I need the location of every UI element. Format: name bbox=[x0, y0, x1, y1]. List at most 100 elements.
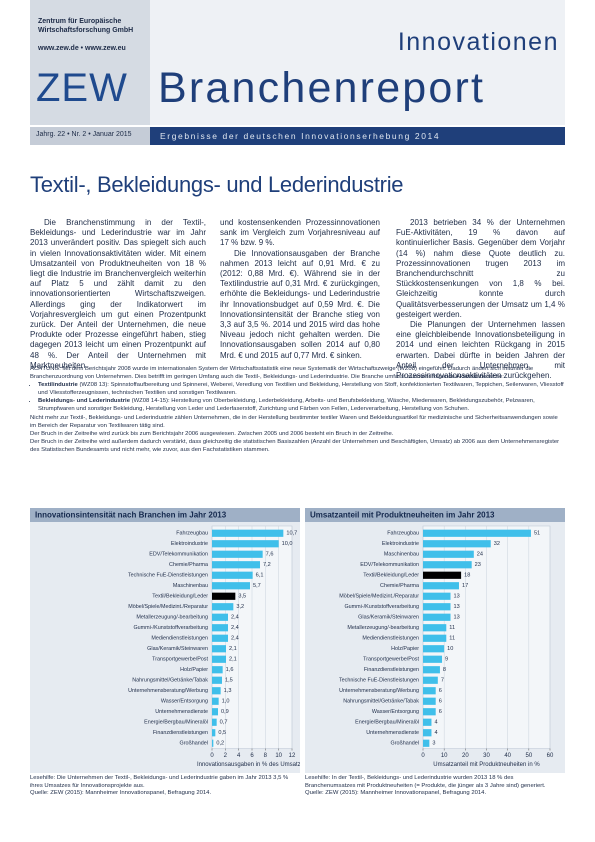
header-right-panel bbox=[150, 0, 565, 125]
bar bbox=[212, 655, 226, 663]
bar bbox=[423, 645, 445, 653]
value-label: 0,9 bbox=[221, 709, 229, 715]
category-label: Möbel/Spiele/Medizint./Reparatur bbox=[339, 594, 419, 600]
x-tick-label: 40 bbox=[504, 753, 511, 759]
category-label: Großhandel bbox=[391, 741, 419, 747]
category-label: Unternehmensberatung/Werbung bbox=[339, 688, 419, 694]
category-label: Wasser/Entsorgung bbox=[372, 709, 419, 715]
bar bbox=[423, 540, 491, 548]
value-label: 2,4 bbox=[231, 615, 239, 621]
value-label: 13 bbox=[454, 615, 460, 621]
x-tick-label: 8 bbox=[264, 753, 268, 759]
value-label: 18 bbox=[464, 573, 470, 579]
value-label: 23 bbox=[475, 562, 481, 568]
bar bbox=[212, 561, 260, 569]
category-label: Glas/Keramik/Steinwaren bbox=[147, 646, 208, 652]
paragraph: und kostensenkenden Prozessinnovationen … bbox=[220, 218, 380, 248]
bar bbox=[212, 718, 217, 726]
header-left-panel bbox=[30, 0, 150, 125]
value-label: 7 bbox=[441, 678, 444, 684]
institute-url[interactable]: www.zew.de • www.zew.eu bbox=[38, 45, 126, 52]
category-label: Finanzdienstleistungen bbox=[153, 730, 208, 736]
note-term: Bekleidungs- und Lederindustrie bbox=[38, 398, 130, 405]
paragraph: Die Planungen der Unternehmen lassen ein… bbox=[396, 320, 565, 381]
reading-aid: Lesehilfe: In der Textil-, Bekleidungs- … bbox=[305, 775, 546, 789]
value-label: 11 bbox=[449, 625, 455, 631]
bar bbox=[212, 603, 234, 611]
value-label: 11 bbox=[449, 636, 455, 642]
category-label: Maschinenbau bbox=[384, 552, 419, 558]
category-label: Elektroindustrie bbox=[171, 541, 208, 547]
x-tick-label: 60 bbox=[547, 753, 554, 759]
x-tick-label: 10 bbox=[275, 753, 282, 759]
value-label: 0,2 bbox=[216, 741, 224, 747]
note-paragraph: Der Bruch in der Zeitreihe wird zurück b… bbox=[30, 430, 394, 437]
value-label: 2,4 bbox=[231, 636, 239, 642]
chart-title-bar bbox=[30, 508, 300, 522]
category-label: Mediendienstleistungen bbox=[362, 636, 419, 642]
value-label: 13 bbox=[454, 604, 460, 610]
value-label: 5,7 bbox=[253, 583, 261, 589]
category-label: Holz/Papier bbox=[391, 646, 419, 652]
reading-aid: Lesehilfe: Die Unternehmen der Textil-, … bbox=[30, 775, 289, 789]
bar bbox=[212, 666, 223, 674]
text-column: und kostensenkenden Prozessinnovationen … bbox=[220, 218, 380, 361]
bar bbox=[423, 718, 432, 726]
x-tick-label: 4 bbox=[237, 753, 241, 759]
x-tick-label: 2 bbox=[224, 753, 228, 759]
value-label: 3 bbox=[432, 741, 435, 747]
category-label: Unternehmensdienste bbox=[366, 730, 419, 736]
category-label: Textil/Bekleidung/Leder bbox=[363, 573, 419, 579]
bar bbox=[423, 613, 451, 621]
chart: Umsatzanteil mit Produktneuheiten im Jah… bbox=[305, 508, 565, 773]
category-label: Transportgewerbe/Post bbox=[152, 657, 208, 663]
bar bbox=[212, 529, 284, 537]
bar bbox=[423, 739, 430, 747]
bar bbox=[212, 613, 228, 621]
category-label: Glas/Keramik/Steinwaren bbox=[358, 615, 419, 621]
value-label: 10,0 bbox=[282, 541, 293, 547]
note-term: Textilindustrie bbox=[38, 382, 78, 389]
value-label: 0,5 bbox=[218, 730, 226, 736]
value-label: 2,4 bbox=[231, 625, 239, 631]
note-text: (WZ08 14-15): Herstellung von Oberbeklei… bbox=[38, 398, 535, 413]
category-label: Großhandel bbox=[180, 741, 208, 747]
bar bbox=[212, 645, 226, 653]
bar bbox=[212, 592, 236, 600]
value-label: 1,5 bbox=[225, 678, 233, 684]
category-label: Textil/Bekleidung/Leder bbox=[152, 594, 208, 600]
paragraph: Die Innovationsausgaben der Branche nahm… bbox=[220, 248, 380, 360]
bar bbox=[423, 603, 451, 611]
bar bbox=[423, 592, 451, 600]
x-tick-label: 20 bbox=[462, 753, 469, 759]
category-label: Elektroindustrie bbox=[382, 541, 419, 547]
bar bbox=[423, 697, 436, 705]
category-label: Metallerzeugung/-bearbeitung bbox=[347, 625, 419, 631]
article-title: Textil-, Bekleidungs- und Lederindustrie bbox=[30, 172, 404, 197]
value-label: 2,1 bbox=[229, 657, 237, 663]
chart: Innovationsintensität nach Branchen im J… bbox=[30, 508, 300, 773]
note-item: Textilindustrie (WZ08 13): Spinnstoffauf… bbox=[38, 381, 565, 397]
value-label: 6 bbox=[439, 688, 442, 694]
bar bbox=[423, 582, 459, 590]
chart-note: Lesehilfe: Die Unternehmen der Textil-, … bbox=[30, 775, 295, 798]
value-label: 17 bbox=[462, 583, 468, 589]
note-paragraph: Nicht mehr zur Textil-, Bekleidungs- und… bbox=[30, 414, 558, 429]
category-label: Fahrzeugbau bbox=[387, 531, 419, 537]
bar bbox=[423, 529, 531, 537]
category-label: EDV/Telekommunikation bbox=[360, 562, 419, 568]
category-label: Energie/Bergbau/Mineralöl bbox=[144, 720, 208, 726]
category-label: Unternehmensdienste bbox=[155, 709, 208, 715]
category-label: Gummi-/Kunststoffverarbeitung bbox=[344, 604, 419, 610]
category-label: Mediendienstleistungen bbox=[151, 636, 208, 642]
value-label: 4 bbox=[434, 730, 437, 736]
category-label: Metallerzeugung/-bearbeitung bbox=[136, 615, 208, 621]
category-label: Maschinenbau bbox=[173, 583, 208, 589]
notes-intro: ACHTUNG: Mit dem Berichtsjahr 2008 wurde… bbox=[30, 366, 534, 381]
value-label: 1,0 bbox=[222, 699, 230, 705]
category-label: Technische FuE-Dienstleistungen bbox=[339, 678, 419, 684]
value-label: 4 bbox=[434, 720, 437, 726]
value-label: 3,2 bbox=[236, 604, 244, 610]
text-column: Die Branchenstimmung in der Textil-, Bek… bbox=[30, 218, 206, 371]
bar bbox=[423, 571, 462, 579]
